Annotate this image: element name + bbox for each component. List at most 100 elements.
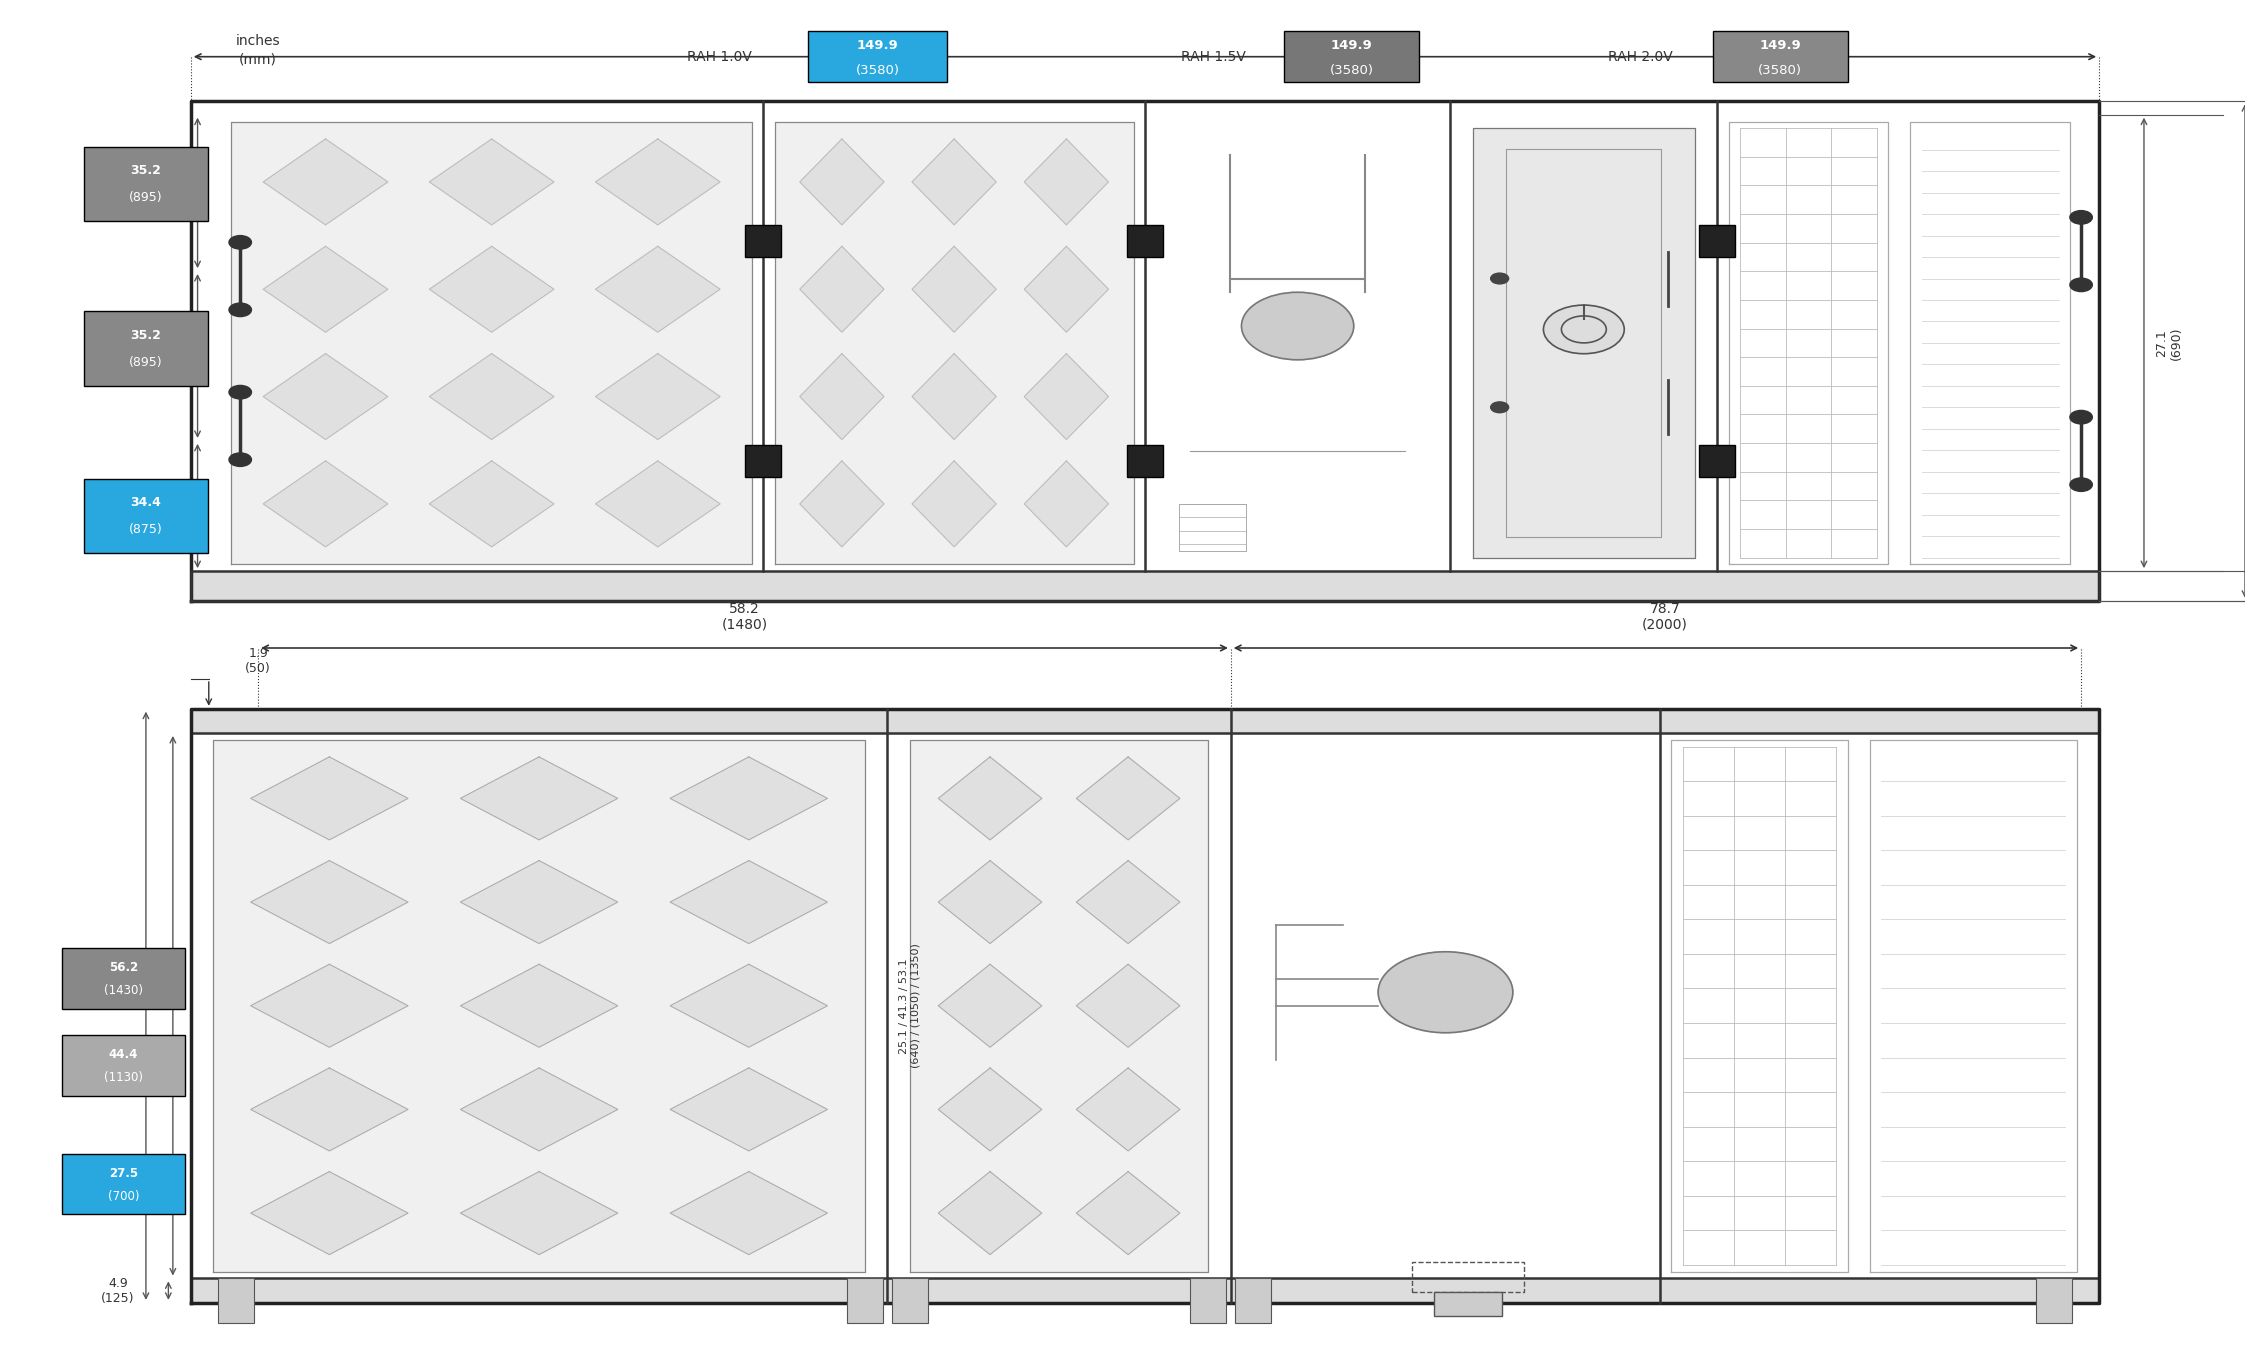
FancyBboxPatch shape: [218, 1278, 254, 1323]
FancyBboxPatch shape: [191, 571, 2099, 601]
FancyBboxPatch shape: [1127, 444, 1163, 477]
Polygon shape: [911, 246, 997, 332]
FancyBboxPatch shape: [745, 225, 781, 258]
FancyBboxPatch shape: [1284, 31, 1419, 82]
Text: 27.1
(690): 27.1 (690): [2155, 327, 2182, 359]
FancyBboxPatch shape: [231, 122, 752, 564]
Text: (3580): (3580): [1329, 63, 1374, 77]
FancyBboxPatch shape: [85, 147, 207, 221]
Polygon shape: [799, 354, 885, 440]
Text: 35.2: 35.2: [130, 328, 162, 342]
FancyBboxPatch shape: [1473, 128, 1695, 558]
Polygon shape: [671, 964, 828, 1048]
Circle shape: [229, 302, 251, 316]
Text: 1.9
(50): 1.9 (50): [245, 647, 272, 675]
Polygon shape: [671, 1068, 828, 1152]
Polygon shape: [1024, 246, 1109, 332]
Text: 58.2
(1480): 58.2 (1480): [721, 602, 768, 632]
FancyBboxPatch shape: [1235, 1278, 1271, 1323]
Polygon shape: [1075, 860, 1181, 944]
Text: (875): (875): [128, 522, 164, 536]
Polygon shape: [429, 354, 555, 440]
Polygon shape: [1024, 139, 1109, 225]
Circle shape: [229, 235, 251, 248]
Polygon shape: [263, 354, 388, 440]
Polygon shape: [1075, 757, 1181, 840]
Polygon shape: [1075, 964, 1181, 1048]
Polygon shape: [251, 1068, 409, 1152]
Circle shape: [1491, 402, 1509, 413]
Circle shape: [2070, 410, 2092, 424]
Text: 27.5: 27.5: [110, 1166, 137, 1180]
Polygon shape: [799, 460, 885, 547]
FancyBboxPatch shape: [909, 740, 1208, 1272]
Circle shape: [1241, 292, 1354, 359]
Text: 25.1 / 41.3 / 53.1
(640) / (1050) / (1350): 25.1 / 41.3 / 53.1 (640) / (1050) / (135…: [898, 944, 920, 1068]
FancyBboxPatch shape: [63, 1153, 184, 1215]
Text: (895): (895): [130, 355, 162, 369]
FancyBboxPatch shape: [1190, 1278, 1226, 1323]
Text: 44.4: 44.4: [108, 1048, 139, 1061]
Polygon shape: [671, 757, 828, 840]
Text: (1130): (1130): [103, 1071, 144, 1084]
Circle shape: [2070, 211, 2092, 224]
Text: RAH 1.0V: RAH 1.0V: [687, 50, 752, 63]
Polygon shape: [251, 964, 409, 1048]
FancyBboxPatch shape: [191, 1278, 2099, 1303]
Polygon shape: [460, 860, 617, 944]
Polygon shape: [671, 860, 828, 944]
FancyBboxPatch shape: [1699, 225, 1735, 258]
Polygon shape: [938, 1068, 1042, 1152]
Polygon shape: [251, 1172, 409, 1254]
Text: 34.4: 34.4: [130, 495, 162, 509]
Polygon shape: [1024, 354, 1109, 440]
Polygon shape: [911, 354, 997, 440]
Polygon shape: [799, 139, 885, 225]
FancyBboxPatch shape: [745, 444, 781, 477]
Text: 149.9: 149.9: [1331, 39, 1372, 53]
FancyBboxPatch shape: [1127, 225, 1163, 258]
FancyBboxPatch shape: [85, 312, 207, 386]
Polygon shape: [429, 460, 555, 547]
Polygon shape: [460, 1172, 617, 1254]
Polygon shape: [938, 860, 1042, 944]
Text: (3580): (3580): [1758, 63, 1803, 77]
Text: 56.2: 56.2: [108, 961, 139, 975]
Polygon shape: [460, 1068, 617, 1152]
Circle shape: [2070, 478, 2092, 491]
FancyBboxPatch shape: [775, 122, 1134, 564]
FancyBboxPatch shape: [1713, 31, 1848, 82]
Text: 35.2: 35.2: [130, 163, 162, 177]
Polygon shape: [938, 757, 1042, 840]
Polygon shape: [671, 1172, 828, 1254]
FancyBboxPatch shape: [1699, 444, 1735, 477]
Polygon shape: [429, 139, 555, 225]
Polygon shape: [263, 246, 388, 332]
FancyBboxPatch shape: [191, 709, 2099, 733]
Polygon shape: [263, 460, 388, 547]
Polygon shape: [911, 460, 997, 547]
Polygon shape: [1075, 1068, 1181, 1152]
Polygon shape: [429, 246, 555, 332]
Circle shape: [1491, 273, 1509, 284]
Text: (895): (895): [130, 190, 162, 204]
Polygon shape: [460, 757, 617, 840]
FancyBboxPatch shape: [846, 1278, 882, 1323]
Text: 4.9
(125): 4.9 (125): [101, 1277, 135, 1304]
Text: 149.9: 149.9: [1760, 39, 1800, 53]
FancyBboxPatch shape: [2036, 1278, 2072, 1323]
Polygon shape: [251, 757, 409, 840]
Polygon shape: [595, 246, 721, 332]
Circle shape: [2070, 278, 2092, 292]
Text: inches
(mm): inches (mm): [236, 34, 281, 66]
Polygon shape: [251, 860, 409, 944]
Polygon shape: [1024, 460, 1109, 547]
Text: (3580): (3580): [855, 63, 900, 77]
Text: (1430): (1430): [103, 984, 144, 998]
Polygon shape: [799, 246, 885, 332]
Polygon shape: [595, 354, 721, 440]
Polygon shape: [263, 139, 388, 225]
FancyBboxPatch shape: [63, 948, 184, 1010]
FancyBboxPatch shape: [808, 31, 947, 82]
Polygon shape: [460, 964, 617, 1048]
